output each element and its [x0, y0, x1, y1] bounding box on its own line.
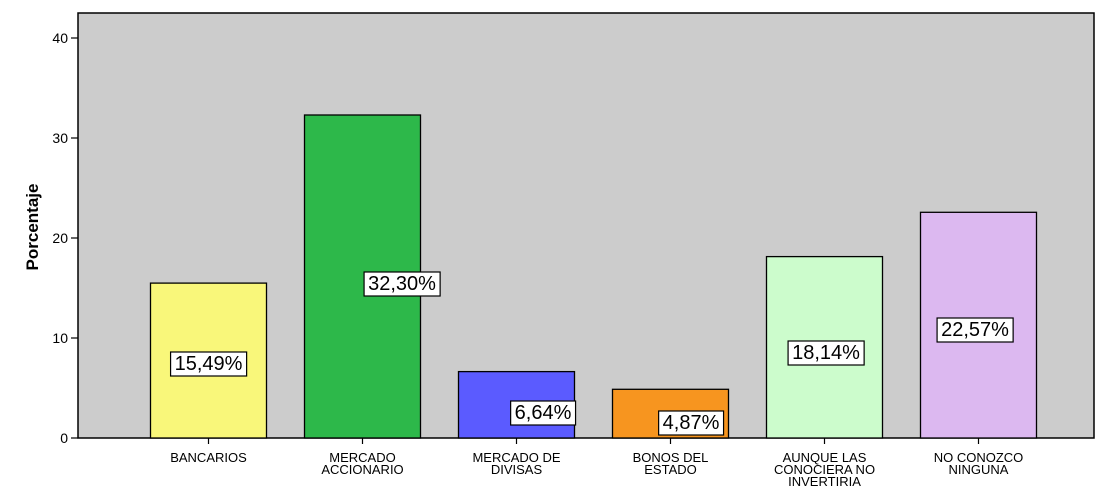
category-label: NO CONOZCO: [934, 450, 1024, 465]
category-label: AUNQUE LAS: [783, 450, 867, 465]
y-tick-label: 10: [52, 330, 68, 346]
data-label: 15,49%: [175, 353, 243, 375]
data-label: 18,14%: [792, 342, 860, 364]
data-label-box: [787, 340, 865, 366]
data-label-box: [936, 317, 1014, 343]
category-label: ACCIONARIO: [321, 462, 403, 477]
category-label: ESTADO: [644, 462, 697, 477]
category-label: NINGUNA: [949, 462, 1009, 477]
data-label-box: [658, 410, 725, 436]
y-tick-label: 30: [52, 130, 68, 146]
category-label: MERCADO: [329, 450, 395, 465]
data-label-box: [510, 400, 577, 426]
data-label: 6,64%: [515, 402, 572, 424]
data-label-box: [363, 271, 441, 297]
data-label: 22,57%: [941, 319, 1009, 341]
y-tick-label: 40: [52, 30, 68, 46]
y-tick-label: 20: [52, 230, 68, 246]
category-label: INVERTIRIA: [788, 474, 861, 489]
data-label: 32,30%: [368, 273, 436, 295]
category-label: BONOS DEL: [633, 450, 709, 465]
y-tick-label: 0: [60, 430, 68, 446]
category-label: BANCARIOS: [170, 450, 247, 465]
data-label: 4,87%: [663, 412, 720, 434]
y-axis-label: Porcentaje: [23, 184, 42, 271]
data-label-box: [169, 351, 248, 377]
category-label: DIVISAS: [491, 462, 543, 477]
category-label: MERCADO DE: [472, 450, 560, 465]
category-label: CONOCIERA NO: [774, 462, 875, 477]
